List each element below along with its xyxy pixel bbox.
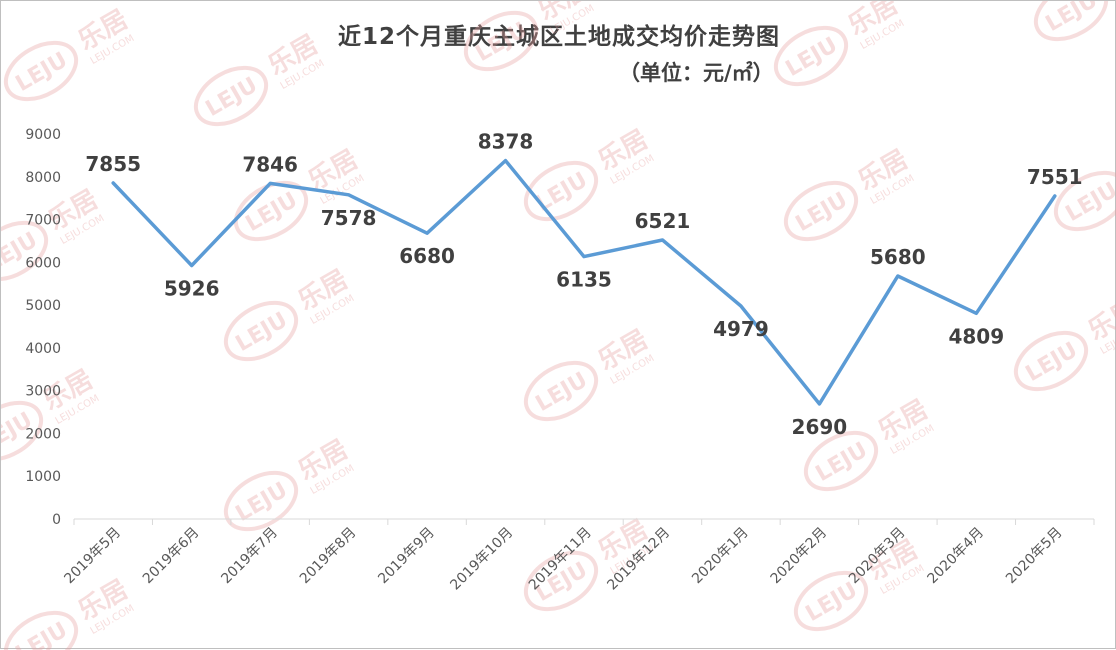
data-label: 6680	[399, 244, 455, 268]
watermark-logo-ring	[463, 10, 539, 72]
y-tick-label: 6000	[25, 255, 61, 271]
data-label: 5680	[870, 245, 926, 269]
x-tick-label: 2019年7月	[218, 525, 281, 588]
data-label: 7551	[1027, 165, 1083, 189]
x-tick-label: 2019年6月	[140, 525, 203, 588]
watermark-logo-ring	[1033, 1, 1109, 42]
data-label: 7578	[321, 206, 377, 230]
y-tick-label: 1000	[25, 469, 61, 485]
watermark-logo-ring	[1, 400, 44, 462]
chart-title: 近12个月重庆主城区土地成交均价走势图	[337, 24, 780, 50]
watermark-logo-ring	[803, 430, 879, 492]
watermark-logo-ring	[1053, 170, 1116, 232]
watermark-logo-ring	[783, 180, 859, 242]
watermark-logo-ring	[523, 360, 599, 422]
x-tick-label: 2020年4月	[925, 525, 988, 588]
data-label: 7855	[85, 152, 141, 176]
x-tick-label: 2019年8月	[297, 525, 360, 588]
y-tick-label: 0	[52, 512, 61, 528]
y-tick-label: 2000	[25, 426, 61, 442]
x-tick-label: 2019年10月	[447, 525, 516, 594]
watermark-logo-text: LEJU	[1042, 1, 1102, 37]
data-label: 6521	[635, 209, 691, 233]
x-tick-label: 2020年5月	[1003, 525, 1066, 588]
watermark-logo-ring	[523, 550, 599, 612]
watermark-logo-ring	[1, 220, 49, 282]
y-tick-label: 9000	[25, 127, 61, 143]
data-label: 4979	[713, 317, 769, 341]
data-label: 6135	[556, 268, 612, 292]
data-label: 2690	[792, 415, 848, 439]
watermark-logo-text: LEJU	[12, 618, 72, 650]
watermark-logo-ring	[793, 570, 869, 632]
x-tick-label: 2020年1月	[689, 525, 752, 588]
y-tick-label: 8000	[25, 170, 61, 186]
data-label: 4809	[948, 324, 1004, 348]
data-label: 8378	[478, 130, 534, 154]
y-tick-label: 4000	[25, 341, 61, 357]
data-label: 5926	[164, 276, 220, 300]
y-tick-label: 5000	[25, 298, 61, 314]
x-tick-label: 2019年9月	[375, 525, 438, 588]
chart-subtitle: （单位：元/㎡）	[619, 61, 774, 85]
watermark-logo-ring	[223, 300, 299, 362]
watermark-logo-ring	[233, 180, 309, 242]
watermark-logo-ring	[1013, 330, 1089, 392]
data-label: 7846	[242, 152, 298, 176]
y-tick-label: 7000	[25, 213, 61, 229]
series-line	[111, 158, 1057, 406]
watermark-logo-ring	[773, 25, 849, 87]
watermark-logo-ring	[193, 65, 269, 127]
watermark-logo-ring	[223, 470, 299, 532]
watermark-brand-text: 乐居	[1083, 295, 1116, 347]
watermark-logo-ring	[3, 610, 79, 650]
watermark-logo-ring	[3, 40, 79, 102]
y-tick-label: 3000	[25, 384, 61, 400]
watermark-logo-ring	[523, 160, 599, 222]
